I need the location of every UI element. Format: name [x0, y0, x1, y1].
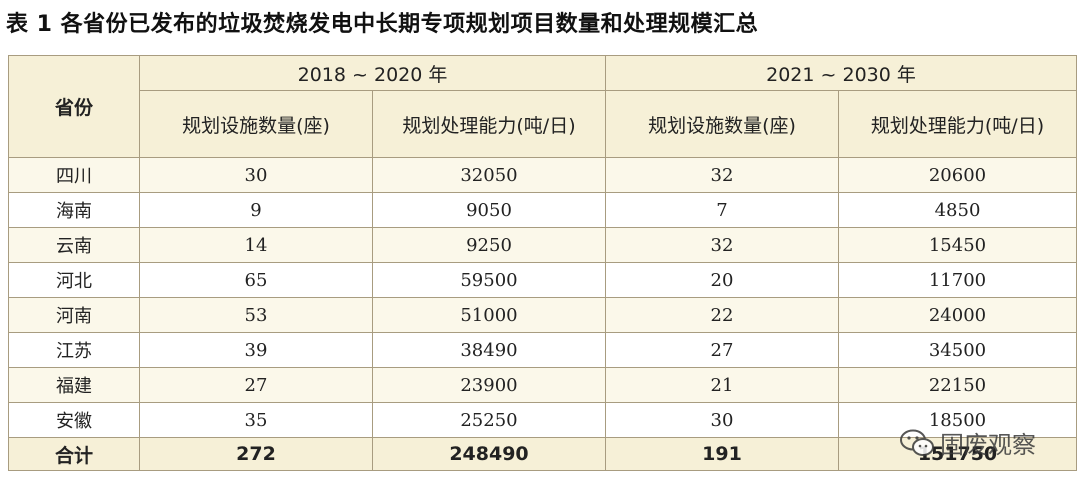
value-cell: 39	[139, 332, 373, 368]
total-cell: 272	[139, 437, 373, 471]
value-cell: 65	[139, 262, 373, 298]
value-cell: 32	[605, 157, 839, 193]
province-cell: 江苏	[8, 332, 140, 368]
value-cell: 9	[139, 192, 373, 228]
value-cell: 24000	[838, 297, 1077, 333]
total-cell: 191	[605, 437, 839, 471]
province-cell: 河北	[8, 262, 140, 298]
value-cell: 53	[139, 297, 373, 333]
sub-header-facilities: 规划设施数量(座)	[139, 90, 373, 158]
table-row: 海南 9 9050 7 4850	[8, 192, 1077, 228]
province-header: 省份	[8, 55, 140, 158]
period-header-2018-2020: 2018 ~ 2020 年	[139, 55, 606, 91]
province-cell: 云南	[8, 227, 140, 263]
data-table: 省份 2018 ~ 2020 年 2021 ~ 2030 年 规划设施数量(座)…	[8, 55, 1077, 471]
value-cell: 22150	[838, 367, 1077, 403]
value-cell: 30	[605, 402, 839, 438]
table-row: 四川 30 32050 32 20600	[8, 157, 1077, 193]
total-cell: 151750	[838, 437, 1077, 471]
province-cell: 四川	[8, 157, 140, 193]
sub-header-capacity: 规划处理能力(吨/日)	[838, 90, 1077, 158]
period-header-2021-2030: 2021 ~ 2030 年	[605, 55, 1077, 91]
value-cell: 9250	[372, 227, 606, 263]
value-cell: 14	[139, 227, 373, 263]
value-cell: 30	[139, 157, 373, 193]
value-cell: 51000	[372, 297, 606, 333]
value-cell: 7	[605, 192, 839, 228]
value-cell: 27	[139, 367, 373, 403]
value-cell: 4850	[838, 192, 1077, 228]
value-cell: 27	[605, 332, 839, 368]
table-row: 江苏 39 38490 27 34500	[8, 332, 1077, 368]
value-cell: 11700	[838, 262, 1077, 298]
province-cell: 福建	[8, 367, 140, 403]
table-caption: 表 1 各省份已发布的垃圾焚烧发电中长期专项规划项目数量和处理规模汇总	[6, 12, 759, 37]
value-cell: 21	[605, 367, 839, 403]
sub-header-facilities: 规划设施数量(座)	[605, 90, 839, 158]
value-cell: 38490	[372, 332, 606, 368]
value-cell: 20600	[838, 157, 1077, 193]
value-cell: 59500	[372, 262, 606, 298]
value-cell: 32	[605, 227, 839, 263]
province-cell: 安徽	[8, 402, 140, 438]
total-label: 合计	[8, 437, 140, 471]
value-cell: 18500	[838, 402, 1077, 438]
province-cell: 河南	[8, 297, 140, 333]
value-cell: 9050	[372, 192, 606, 228]
table-row: 河南 53 51000 22 24000	[8, 297, 1077, 333]
watermark-text: 固废观察	[940, 431, 1036, 459]
value-cell: 22	[605, 297, 839, 333]
province-cell: 海南	[8, 192, 140, 228]
table-row: 河北 65 59500 20 11700	[8, 262, 1077, 298]
value-cell: 34500	[838, 332, 1077, 368]
sub-header-capacity: 规划处理能力(吨/日)	[372, 90, 606, 158]
table-row: 福建 27 23900 21 22150	[8, 367, 1077, 403]
value-cell: 15450	[838, 227, 1077, 263]
total-cell: 248490	[372, 437, 606, 471]
table-row: 安徽 35 25250 30 18500	[8, 402, 1077, 438]
watermark: 固废观察	[900, 425, 1036, 460]
value-cell: 20	[605, 262, 839, 298]
total-row: 合计 272 248490 191 151750	[8, 437, 1077, 471]
wechat-icon	[900, 429, 934, 456]
value-cell: 35	[139, 402, 373, 438]
table-row: 云南 14 9250 32 15450	[8, 227, 1077, 263]
value-cell: 25250	[372, 402, 606, 438]
value-cell: 23900	[372, 367, 606, 403]
value-cell: 32050	[372, 157, 606, 193]
